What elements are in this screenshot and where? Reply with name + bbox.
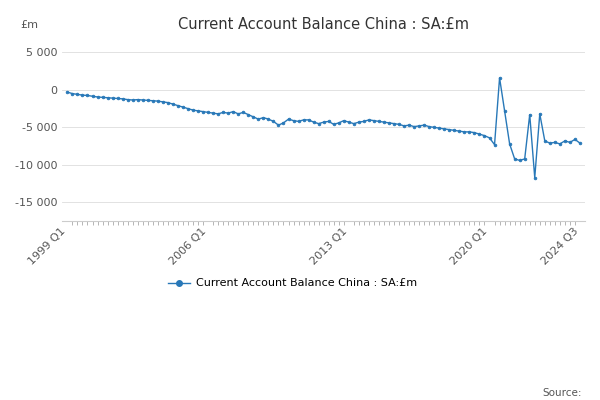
Text: £m: £m [20,20,38,30]
Title: Current Account Balance China : SA:£m: Current Account Balance China : SA:£m [178,17,469,32]
Text: Source:: Source: [542,388,582,398]
Legend: Current Account Balance China : SA:£m: Current Account Balance China : SA:£m [163,274,421,293]
